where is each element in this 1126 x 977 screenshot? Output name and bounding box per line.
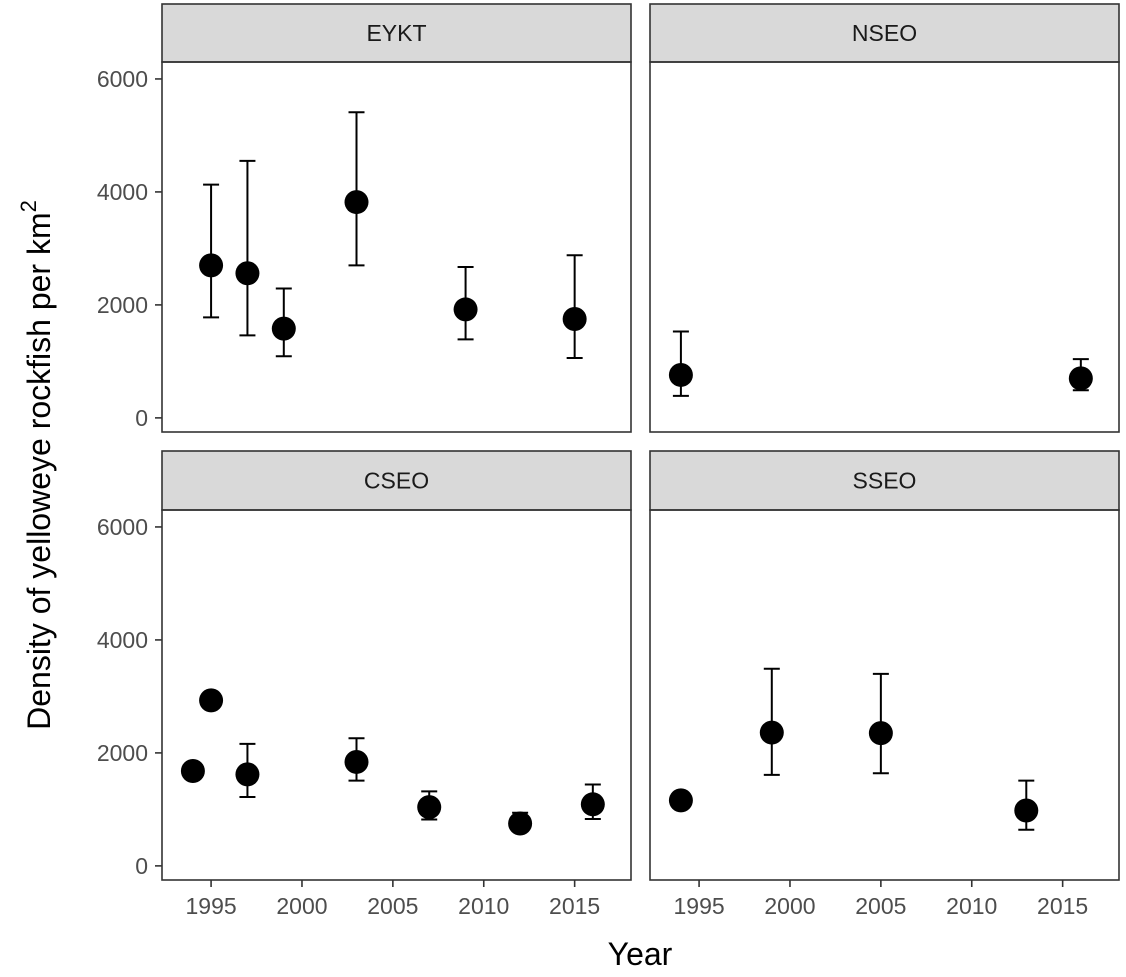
data-point [417, 795, 442, 820]
panel-eykt: EYKT [161, 3, 632, 433]
y-tick-label: 4000 [97, 179, 148, 205]
data-point [271, 316, 296, 341]
x-tick-label: 2000 [276, 893, 327, 919]
data-point [180, 758, 205, 783]
y-tick-label: 2000 [97, 740, 148, 766]
panel-strip [161, 3, 632, 63]
data-point [199, 688, 224, 713]
panel-sseo: SSEO [649, 450, 1120, 881]
panel-strip [649, 3, 1120, 63]
panel-nseo: NSEO [649, 3, 1120, 433]
y-tick-label: 6000 [97, 514, 148, 540]
x-tick-label: 1995 [673, 893, 724, 919]
x-tick-label: 2005 [367, 893, 418, 919]
error-bar [203, 183, 220, 319]
error-bar [566, 254, 583, 359]
y-axis-title: Density of yelloweye rockfish per km2 [16, 200, 57, 730]
data-point [344, 190, 369, 215]
panel-border [161, 61, 632, 433]
data-point [453, 297, 478, 322]
panel-strip-label: EYKT [366, 20, 426, 46]
data-point [868, 721, 893, 746]
data-point [199, 253, 224, 278]
y-tick-label: 6000 [97, 66, 148, 92]
data-point [235, 762, 260, 787]
panels-layer: EYKT NSEO CSEO SSEO [161, 3, 1120, 881]
data-point [759, 720, 784, 745]
data-point [562, 307, 587, 332]
panel-border [649, 61, 1120, 433]
data-point [1014, 798, 1039, 823]
x-tick-label: 2010 [946, 893, 997, 919]
data-point [580, 792, 605, 817]
x-tick-label: 1995 [185, 893, 236, 919]
data-point [668, 362, 693, 387]
error-bar [348, 111, 365, 267]
panel-strip-label: SSEO [853, 468, 917, 494]
y-axis-title-text: Density of yelloweye rockfish per km [21, 212, 57, 730]
y-axis-ticks: 0 2000 4000 6000 0 2000 4000 6000 [97, 66, 162, 879]
panel-strip [161, 450, 632, 511]
y-tick-label: 0 [135, 853, 148, 879]
x-tick-label: 2015 [549, 893, 600, 919]
panel-border [649, 509, 1120, 881]
y-tick-label: 4000 [97, 627, 148, 653]
data-point [344, 749, 369, 774]
data-point [668, 788, 693, 813]
x-tick-label: 2010 [458, 893, 509, 919]
panel-strip-label: NSEO [852, 20, 917, 46]
panel-strip-label: CSEO [364, 468, 429, 494]
x-axis-ticks: 1995 2000 2005 2010 2015 1995 2000 2005 2010 2015 [185, 880, 1088, 919]
y-tick-label: 0 [135, 405, 148, 431]
x-tick-label: 2005 [855, 893, 906, 919]
x-axis-title: Year [608, 936, 673, 972]
error-bar [239, 159, 256, 337]
data-point [1068, 366, 1093, 391]
x-tick-label: 2000 [764, 893, 815, 919]
data-point [235, 261, 260, 286]
x-tick-label: 2015 [1037, 893, 1088, 919]
y-axis-title-superscript: 2 [16, 200, 41, 212]
data-point [508, 811, 533, 836]
panel-border [161, 509, 632, 881]
panel-cseo: CSEO [161, 450, 632, 881]
y-tick-label: 2000 [97, 292, 148, 318]
